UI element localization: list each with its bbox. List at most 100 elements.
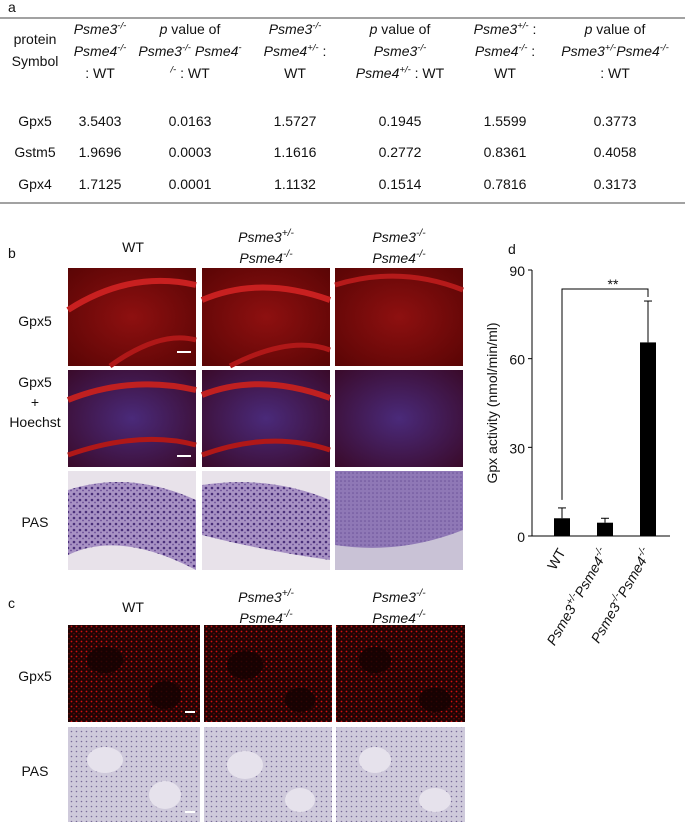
table-cell: Gpx4	[18, 176, 52, 192]
text-segment: Psme4	[356, 65, 400, 81]
text-segment: Psme3	[138, 43, 182, 59]
text-segment: Psme3	[372, 589, 416, 605]
y-tick-label: 60	[509, 352, 525, 368]
text-segment: Psme4	[74, 43, 118, 59]
row-label: Gpx5	[18, 313, 52, 329]
text-segment: /-	[169, 64, 176, 75]
text-segment: p	[369, 21, 378, 37]
bar	[554, 518, 570, 536]
table-cell: 1.7125	[79, 176, 122, 192]
table-cell: 0.1514	[379, 176, 422, 192]
table-header: Psme4+/- : WT	[356, 64, 445, 81]
text-segment: : WT	[176, 65, 210, 81]
text-segment: -	[238, 42, 241, 53]
column-header: WT	[122, 239, 144, 255]
column-header: Psme3-/-	[372, 588, 426, 605]
table-cell: 1.1132	[274, 176, 316, 192]
text-segment: : WT	[600, 65, 630, 81]
panel-label: c	[8, 595, 15, 611]
text-segment: Psme3	[588, 600, 624, 646]
text-segment: +/-	[282, 228, 295, 239]
text-segment: Psme4	[475, 43, 519, 59]
text-segment: value of	[167, 21, 220, 37]
column-header: Psme3-/-	[372, 228, 426, 245]
table-header: WT	[284, 65, 306, 81]
table-header: p value of	[584, 21, 646, 37]
panel-label: a	[8, 0, 16, 15]
table-header: protein	[14, 31, 57, 47]
text-segment: -/-	[283, 249, 293, 260]
table-header: Psme3-/-	[374, 42, 427, 59]
text-segment: Psme4	[571, 554, 607, 600]
table-cell: 3.5403	[79, 113, 122, 129]
row-label: PAS	[22, 514, 49, 530]
significance-label: **	[608, 276, 619, 292]
text-segment: Psme4	[372, 250, 416, 266]
text-segment: value of	[377, 21, 430, 37]
table-header: /- : WT	[169, 64, 210, 81]
text-segment: Psme4	[616, 43, 660, 59]
text-segment: protein	[14, 31, 57, 47]
table-header: Symbol	[12, 53, 59, 69]
micrographs-b	[66, 268, 464, 570]
text-segment: -/-	[416, 228, 426, 239]
table-cell: 0.0001	[169, 176, 212, 192]
text-segment: Psme3	[561, 43, 605, 59]
y-tick-label: 30	[509, 440, 525, 456]
text-segment: Psme3	[474, 21, 518, 37]
text-segment: Psme3	[238, 229, 282, 245]
text-segment: +/-	[517, 20, 528, 31]
column-header: Psme4-/-	[372, 249, 426, 266]
text-segment: WT	[544, 545, 569, 572]
text-segment: :	[527, 43, 535, 59]
text-segment: WT	[122, 599, 144, 615]
table-header: : WT	[85, 65, 115, 81]
table-header: Psme3-/- Psme4-	[138, 42, 241, 59]
table-cell: 0.3173	[594, 176, 637, 192]
table-cell: 0.7816	[484, 176, 527, 192]
table-header: Psme3+/-Psme4-/-	[561, 42, 669, 59]
text-segment: -/-	[660, 42, 669, 53]
text-segment: +/-	[307, 42, 318, 53]
significance-bracket	[561, 288, 649, 500]
column-header: Psme3+/-	[238, 228, 294, 245]
y-axis-label: Gpx activity (nmol/min/ml)	[484, 322, 500, 483]
text-segment: :	[319, 43, 327, 59]
table-cell: 0.0003	[169, 144, 212, 160]
bar	[640, 342, 656, 536]
text-segment: Psme4	[372, 610, 416, 626]
column-header: Psme4-/-	[372, 609, 426, 626]
table-cell: 1.5727	[274, 113, 317, 129]
text-segment: Psme3	[372, 229, 416, 245]
table-cell: 0.1945	[379, 113, 422, 129]
text-segment: -/-	[518, 42, 527, 53]
row-label: Hoechst	[9, 414, 60, 430]
text-segment: Psme3	[74, 21, 118, 37]
table-header: WT	[494, 65, 516, 81]
table-header: p value of	[369, 21, 431, 37]
row-label: PAS	[22, 763, 49, 779]
table-cell: 1.5599	[484, 113, 527, 129]
text-segment: -/-	[312, 20, 321, 31]
text-segment: : WT	[411, 65, 445, 81]
column-header: Psme4-/-	[239, 609, 293, 626]
bar	[597, 522, 613, 536]
text-segment: Psme3	[543, 602, 579, 648]
text-segment: : WT	[85, 65, 115, 81]
text-segment: :	[529, 21, 537, 37]
text-segment: WT	[284, 65, 306, 81]
table-header: Psme3-/-	[74, 20, 127, 37]
text-segment: WT	[122, 239, 144, 255]
table-cell: 1.1616	[274, 144, 317, 160]
text-segment: +/-	[605, 42, 616, 53]
text-segment: WT	[494, 65, 516, 81]
text-segment: p	[584, 21, 593, 37]
y-tick-label: 90	[509, 263, 525, 279]
table-cell: 0.3773	[594, 113, 637, 129]
row-label: Gpx5	[18, 668, 52, 684]
table-cell: 1.9696	[79, 144, 122, 160]
table-cell: 0.0163	[169, 113, 212, 129]
text-segment: -/-	[283, 609, 293, 620]
table-cell: 0.8361	[484, 144, 527, 160]
table-header: Psme3+/- :	[474, 20, 537, 37]
